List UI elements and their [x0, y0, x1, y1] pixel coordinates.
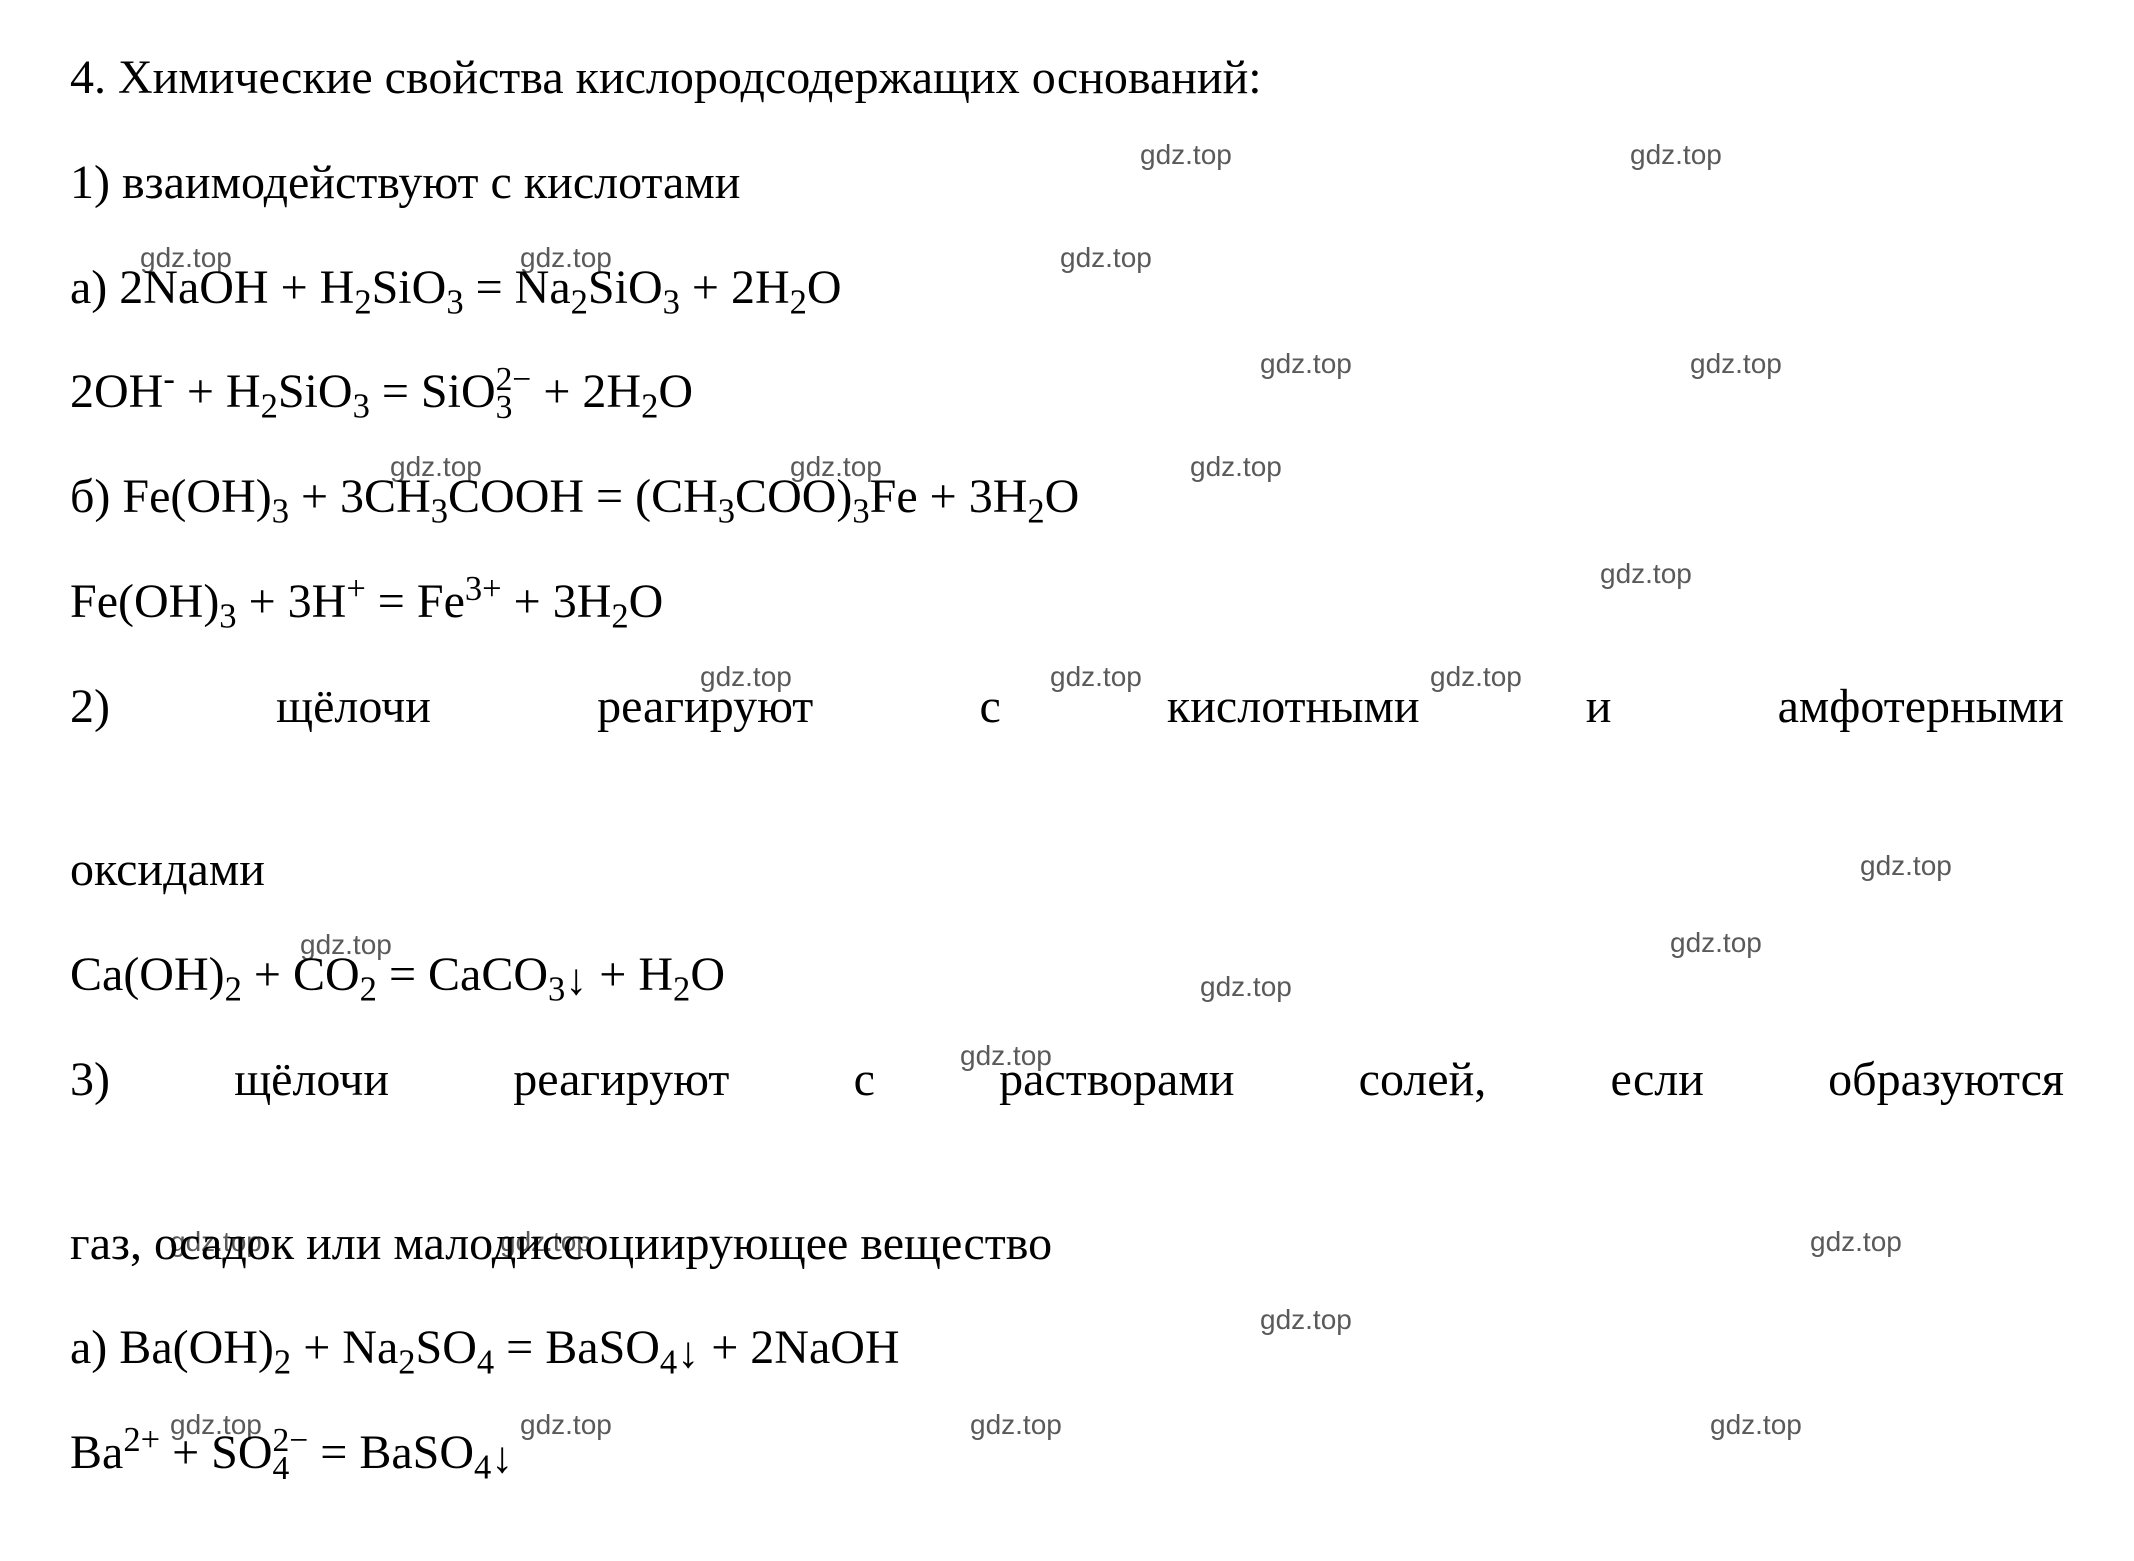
watermark: gdz.top [1670, 921, 1762, 966]
s2-title-2: оксидами [70, 843, 265, 896]
section-2-title-line1: 2) щёлочи реагируют с кислотными и амфот… [70, 669, 2064, 823]
s1-title-text: 1) взаимодействуют с кислотами [70, 156, 740, 209]
s1-eq-a-molecular: а) 2NaOH + H2SiO3 = Na2SiO3 + 2H2O [70, 250, 2064, 327]
section-3-title-line2: газ, осадок или малодиссоциирующее вещес… [70, 1206, 2064, 1283]
s3-title-2: газ, осадок или малодиссоциирующее вещес… [70, 1217, 1052, 1270]
s1-eq-b-molecular: б) Fe(OH)3 + 3CH3COOH = (CH3COO)3Fe + 3H… [70, 459, 2064, 536]
s1-b-label: б) [70, 470, 122, 523]
down-arrow-icon: ↓ [565, 955, 587, 1004]
section-3-title-line1: 3) щёлочи реагируют с растворами солей, … [70, 1042, 2064, 1196]
heading-text: 4. Химические свойства кислородсодержащи… [70, 51, 1262, 104]
section-1-title: 1) взаимодействуют с кислотами [70, 145, 2064, 222]
s1-eq-b-ionic: Fe(OH)3 + 3H+ = Fe3+ + 3H2O [70, 564, 2064, 641]
s3-eq-a-molecular: а) Ba(OH)2 + Na2SO4 = BaSO4↓ + 2NaOH [70, 1310, 2064, 1387]
s3-eq-ionic: Ba2+ + SO2−4 = BaSO4↓ [70, 1415, 2064, 1492]
heading-line: 4. Химические свойства кислородсодержащи… [70, 40, 2064, 117]
down-arrow-icon: ↓ [491, 1433, 513, 1482]
s3-a-label: а) [70, 1321, 119, 1374]
s2-title-1: 2) щёлочи реагируют с кислотными и амфот… [70, 680, 2064, 733]
s3-title-1: 3) щёлочи реагируют с растворами солей, … [70, 1053, 2064, 1106]
s1-eq-a-ionic: 2OH- + H2SiO3 = SiO2−3 + 2H2O [70, 354, 2064, 431]
down-arrow-icon: ↓ [677, 1328, 699, 1377]
s2-eq: Ca(OH)2 + CO2 = CaCO3↓ + H2O gdz.top gdz… [70, 937, 2064, 1014]
section-2-title-line2: оксидами [70, 832, 2064, 909]
s1-a-label: а) [70, 261, 119, 314]
watermark: gdz.top [1200, 965, 1292, 1010]
